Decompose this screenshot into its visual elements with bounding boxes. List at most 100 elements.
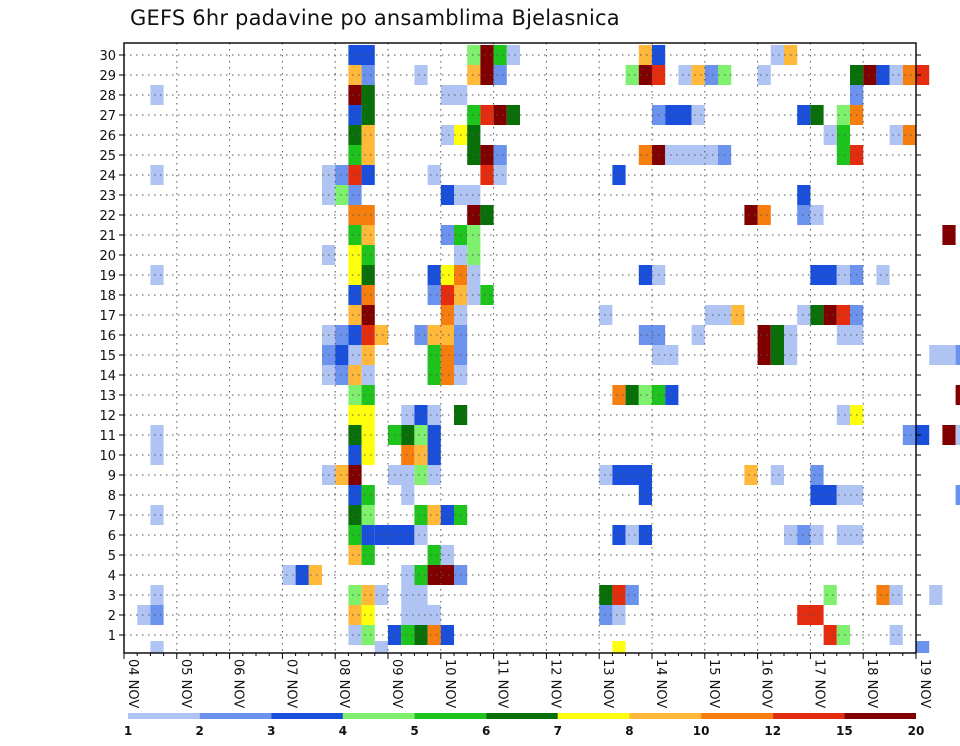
heatmap-cell	[665, 385, 679, 405]
heatmap-cell	[836, 105, 850, 125]
heatmap-cell	[440, 545, 454, 565]
heatmap-cell	[744, 465, 758, 485]
heatmap-cell	[916, 425, 930, 445]
y-tick-label: 20	[99, 249, 116, 264]
heatmap-cell	[414, 405, 428, 425]
heatmap-cell	[638, 45, 652, 65]
heatmap-cell	[902, 65, 916, 85]
heatmap-cell	[150, 265, 164, 285]
y-tick-label: 28	[99, 89, 116, 104]
x-tick-label: 05 NOV	[178, 659, 193, 708]
heatmap-cell	[348, 85, 362, 105]
heatmap-cell	[467, 145, 481, 165]
heatmap-cell	[612, 465, 652, 485]
y-tick-label: 7	[108, 509, 116, 524]
heatmap-cell	[374, 641, 388, 653]
heatmap-cell	[335, 185, 349, 205]
heatmap-cell	[797, 525, 811, 545]
heatmap-cell	[361, 425, 375, 445]
heatmap-cell	[348, 465, 362, 485]
heatmap-cell	[348, 345, 362, 365]
colorbar-swatch	[844, 713, 916, 719]
colorbar-label: 3	[267, 724, 275, 738]
y-tick-label: 8	[108, 489, 116, 504]
heatmap-cell	[612, 165, 626, 185]
heatmap-cell	[150, 641, 164, 653]
heatmap-cell	[467, 225, 481, 245]
colorbar-swatch	[199, 713, 272, 719]
heatmap-cell	[942, 425, 956, 445]
colorbar-label: 20	[908, 724, 925, 738]
heatmap-cell	[810, 525, 824, 545]
heatmap-cell	[665, 345, 679, 365]
heatmap-cell	[467, 245, 481, 265]
heatmap-cell	[427, 545, 441, 565]
heatmap-cell	[467, 265, 481, 285]
heatmap-cell	[137, 605, 151, 625]
heatmap-cell	[599, 465, 613, 485]
heatmap-cell	[665, 105, 692, 125]
x-tick-label: 17 NOV	[811, 659, 826, 708]
heatmap-cell	[480, 65, 494, 85]
heatmap-cell	[916, 65, 930, 85]
heatmap-cell	[348, 125, 362, 145]
heatmap-cell	[757, 205, 771, 225]
x-tick-label: 09 NOV	[389, 659, 404, 708]
y-tick-label: 18	[99, 289, 116, 304]
heatmap-cell	[638, 265, 652, 285]
heatmap-cell	[348, 625, 362, 645]
heatmap-cell	[361, 285, 375, 305]
heatmap-cell	[493, 45, 507, 65]
heatmap-cell	[467, 285, 481, 305]
heatmap-cell	[361, 225, 375, 245]
heatmap-cell	[770, 325, 784, 345]
heatmap-cell	[612, 605, 626, 625]
y-tick-label: 29	[99, 69, 116, 84]
heatmap-cell	[810, 465, 824, 485]
heatmap-cell	[361, 325, 375, 345]
heatmap-cell	[836, 265, 850, 285]
x-tick-label: 15 NOV	[706, 659, 721, 708]
heatmap-cell	[876, 65, 890, 85]
y-tick-label: 14	[99, 369, 116, 384]
heatmap-cell	[493, 145, 507, 165]
heatmap-cell	[876, 265, 890, 285]
x-tick-label: 14 NOV	[653, 659, 668, 708]
colorbar-label: 2	[195, 724, 203, 738]
heatmap-cell	[150, 585, 164, 605]
y-tick-label: 9	[108, 469, 116, 484]
heatmap-cell	[691, 65, 705, 85]
heatmap-cell	[889, 65, 903, 85]
heatmap-cell	[150, 605, 164, 625]
heatmap-cell	[797, 605, 824, 625]
heatmap-cell	[427, 465, 441, 485]
heatmap-cell	[348, 485, 362, 505]
colorbar-label: 12	[764, 724, 781, 738]
heatmap-cell	[638, 385, 652, 405]
heatmap-cell	[757, 345, 771, 365]
heatmap-cell	[889, 125, 903, 145]
heatmap-cell	[427, 265, 441, 285]
y-tick-label: 11	[99, 429, 116, 444]
heatmap-cell	[467, 205, 481, 225]
heatmap-cell	[361, 145, 375, 165]
x-tick-label: 07 NOV	[283, 659, 298, 708]
heatmap-cell	[823, 625, 837, 645]
heatmap-cell	[361, 485, 375, 505]
y-tick-label: 13	[99, 389, 116, 404]
heatmap-cell	[335, 165, 349, 185]
heatmap-cell	[625, 385, 639, 405]
x-tick-label: 08 NOV	[336, 659, 351, 708]
heatmap-cell	[480, 45, 494, 65]
heatmap-cell	[942, 225, 956, 245]
heatmap-cell	[929, 345, 956, 365]
heatmap-cell	[612, 385, 626, 405]
heatmap-cell	[335, 325, 349, 345]
heatmap-cell	[902, 425, 916, 445]
heatmap-cell	[427, 625, 441, 645]
heatmap-cell	[348, 585, 362, 605]
heatmap-cell	[348, 425, 362, 445]
heatmap-cell	[691, 325, 705, 345]
heatmap-cell	[612, 585, 626, 605]
heatmap-cell	[506, 45, 520, 65]
